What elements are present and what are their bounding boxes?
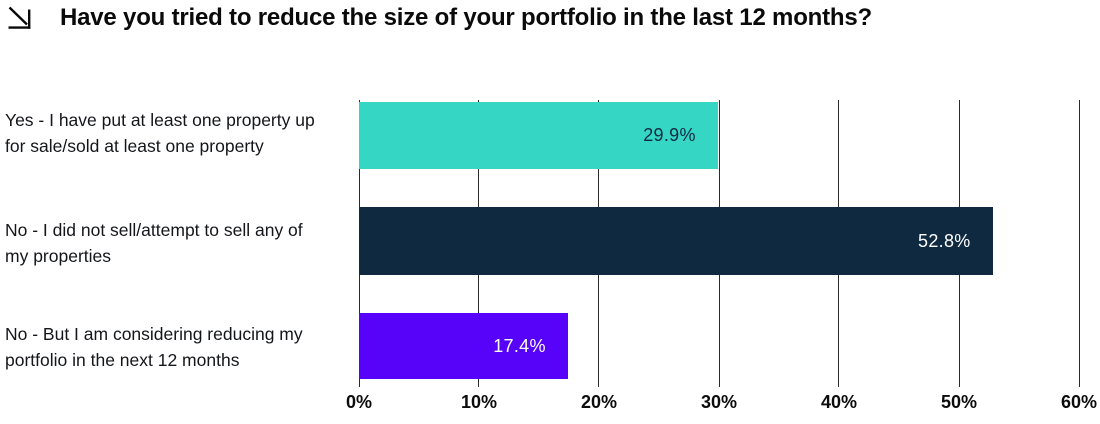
x-axis: 0% 10% 20% 30% 40% 50% 60% — [346, 392, 1097, 418]
x-tick-label: 40% — [820, 392, 858, 412]
x-tick-label: 60% — [1060, 392, 1098, 412]
bar: 17.4% — [359, 313, 568, 379]
bar-value-label: 29.9% — [643, 125, 696, 145]
category-label: No - I did not sell/attempt to sell any … — [5, 220, 303, 266]
bar-value-label: 17.4% — [493, 335, 546, 356]
chart-title: Have you tried to reduce the size of you… — [60, 4, 872, 31]
plot-area: 29.9% 52.8% 17.4% — [358, 100, 1080, 387]
category-label: No - But I am considering reducing my po… — [5, 324, 303, 370]
arrow-down-right-icon — [6, 5, 33, 31]
bar: 29.9% — [359, 102, 718, 169]
x-tick-label: 20% — [580, 392, 618, 412]
x-tick-label: 10% — [460, 392, 498, 412]
x-tick-label: 0% — [345, 392, 373, 412]
x-tick-label: 50% — [940, 392, 978, 412]
bar: 52.8% — [359, 207, 993, 275]
x-tick-label: 30% — [700, 392, 738, 412]
bar-value-label: 52.8% — [918, 230, 971, 251]
gridline — [1078, 100, 1080, 387]
category-label: Yes - I have put at least one property u… — [5, 110, 315, 156]
